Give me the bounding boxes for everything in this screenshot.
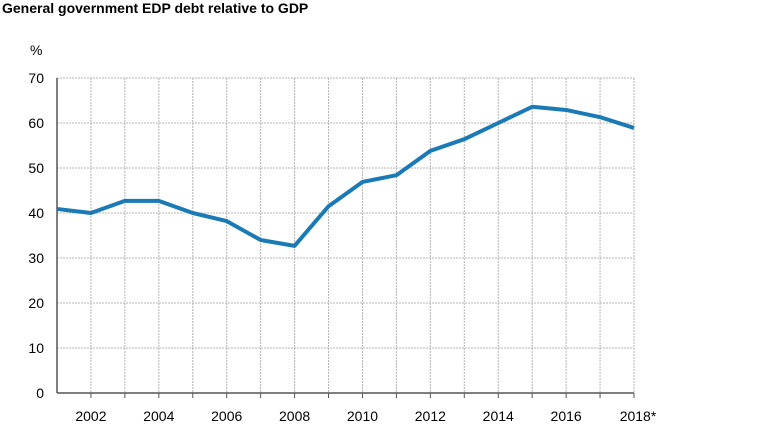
y-tick-label: 20 [28,295,44,311]
x-tick-label: 2006 [211,408,242,424]
y-tick-label: 40 [28,205,44,221]
y-tick-label: 30 [28,250,44,266]
y-tick-label: 0 [36,385,44,401]
y-tick-label: 60 [28,115,44,131]
y-tick-label: 10 [28,340,44,356]
chart-title: General government EDP debt relative to … [2,0,309,16]
series-line [56,104,635,248]
y-tick-label: 70 [28,70,44,86]
x-tick-label: 2010 [347,408,378,424]
y-axis-label: % [30,42,42,58]
x-tick-label: 2002 [75,408,106,424]
x-tick-label: 2012 [415,408,446,424]
y-tick-label: 50 [28,160,44,176]
x-tick-label: 2004 [143,408,174,424]
x-tick-label: 2014 [483,408,514,424]
x-tick-label: 2016 [551,408,582,424]
x-tick-label: 2018* [620,408,657,424]
x-tick-label: 2008 [279,408,310,424]
